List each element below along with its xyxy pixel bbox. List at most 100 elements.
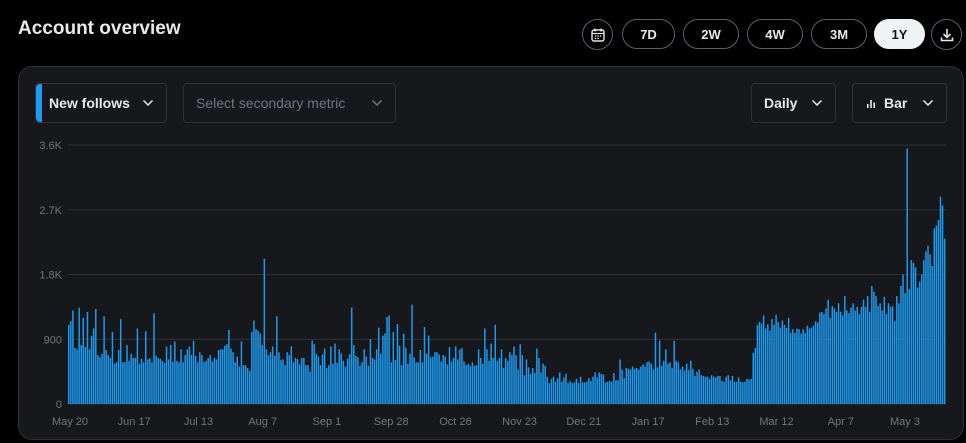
bar[interactable] — [144, 331, 147, 404]
range-1y-button[interactable]: 1Y — [874, 19, 925, 49]
bar[interactable] — [251, 332, 253, 404]
bar[interactable] — [111, 332, 114, 404]
bar[interactable] — [105, 350, 107, 404]
secondary-metric-dropdown[interactable]: Select secondary metric — [183, 83, 396, 123]
bar[interactable] — [467, 363, 469, 404]
bar[interactable] — [124, 362, 126, 404]
bar[interactable] — [423, 327, 426, 404]
bar[interactable] — [644, 366, 646, 404]
bar[interactable] — [581, 382, 584, 404]
bar[interactable] — [850, 307, 852, 404]
bar[interactable] — [278, 352, 280, 404]
bar[interactable] — [694, 375, 696, 404]
bar[interactable] — [101, 353, 103, 404]
bar[interactable] — [315, 353, 318, 404]
bar[interactable] — [785, 327, 788, 404]
bar[interactable] — [806, 325, 809, 404]
bar[interactable] — [527, 367, 530, 404]
bar[interactable] — [219, 349, 222, 404]
bar[interactable] — [565, 373, 567, 404]
bar[interactable] — [390, 362, 392, 404]
bar[interactable] — [482, 363, 484, 404]
bar[interactable] — [411, 304, 413, 404]
bar[interactable] — [658, 340, 661, 404]
bar[interactable] — [642, 364, 644, 404]
bar[interactable] — [99, 357, 101, 404]
bar[interactable] — [550, 378, 553, 404]
bar[interactable] — [929, 254, 931, 404]
bar[interactable] — [914, 267, 917, 404]
bar[interactable] — [346, 358, 349, 404]
bar[interactable] — [138, 363, 141, 404]
bar[interactable] — [498, 357, 501, 404]
bar[interactable] — [211, 361, 214, 404]
bar[interactable] — [163, 362, 166, 404]
bar[interactable] — [750, 378, 752, 404]
bar[interactable] — [350, 307, 353, 404]
bar[interactable] — [902, 274, 904, 405]
bar[interactable] — [860, 306, 863, 405]
bar[interactable] — [823, 314, 825, 404]
bar[interactable] — [542, 363, 544, 404]
bar[interactable] — [769, 330, 771, 404]
bar[interactable] — [798, 329, 800, 404]
bar[interactable] — [475, 365, 478, 404]
bar[interactable] — [294, 357, 297, 404]
bar[interactable] — [783, 324, 786, 404]
bar[interactable] — [509, 352, 511, 404]
bar[interactable] — [409, 353, 411, 404]
bar[interactable] — [448, 347, 451, 404]
bar[interactable] — [161, 360, 164, 404]
bar[interactable] — [325, 368, 328, 404]
bar[interactable] — [858, 314, 861, 404]
bar[interactable] — [521, 355, 524, 404]
bar[interactable] — [700, 375, 702, 404]
bar[interactable] — [873, 291, 875, 404]
bar[interactable] — [767, 324, 769, 404]
bar[interactable] — [613, 373, 615, 404]
bar[interactable] — [737, 377, 740, 404]
bar[interactable] — [893, 321, 896, 404]
bar[interactable] — [631, 366, 634, 404]
bar[interactable] — [284, 365, 286, 404]
bar[interactable] — [596, 377, 598, 404]
bar[interactable] — [611, 381, 613, 404]
bar[interactable] — [841, 315, 844, 404]
bar[interactable] — [852, 303, 854, 404]
bar[interactable] — [68, 324, 70, 404]
bar[interactable] — [484, 328, 486, 404]
bar[interactable] — [450, 361, 453, 404]
bar[interactable] — [430, 357, 432, 404]
bar[interactable] — [517, 369, 519, 404]
bar[interactable] — [80, 345, 82, 404]
bar[interactable] — [298, 364, 301, 404]
bar[interactable] — [432, 356, 434, 404]
bar[interactable] — [579, 376, 582, 404]
bar[interactable] — [617, 380, 619, 404]
bar[interactable] — [454, 346, 457, 404]
bar[interactable] — [330, 346, 332, 404]
bar[interactable] — [201, 355, 203, 404]
bar[interactable] — [165, 346, 168, 404]
bar[interactable] — [215, 359, 218, 404]
bar[interactable] — [271, 346, 274, 404]
bar[interactable] — [361, 362, 363, 404]
bar[interactable] — [571, 383, 573, 404]
bar[interactable] — [650, 363, 653, 404]
bar[interactable] — [452, 357, 455, 404]
bar[interactable] — [507, 360, 509, 404]
bar[interactable] — [923, 260, 925, 404]
bar[interactable] — [230, 348, 232, 404]
bar[interactable] — [727, 375, 730, 404]
bar[interactable] — [704, 376, 707, 404]
bar[interactable] — [151, 362, 153, 404]
bar[interactable] — [228, 329, 230, 404]
bar[interactable] — [488, 360, 490, 404]
bar[interactable] — [174, 341, 176, 404]
bar[interactable] — [698, 369, 700, 404]
bar[interactable] — [136, 328, 139, 404]
bar[interactable] — [203, 362, 205, 404]
bar[interactable] — [656, 367, 659, 404]
bar[interactable] — [157, 357, 159, 404]
bar[interactable] — [904, 293, 906, 404]
